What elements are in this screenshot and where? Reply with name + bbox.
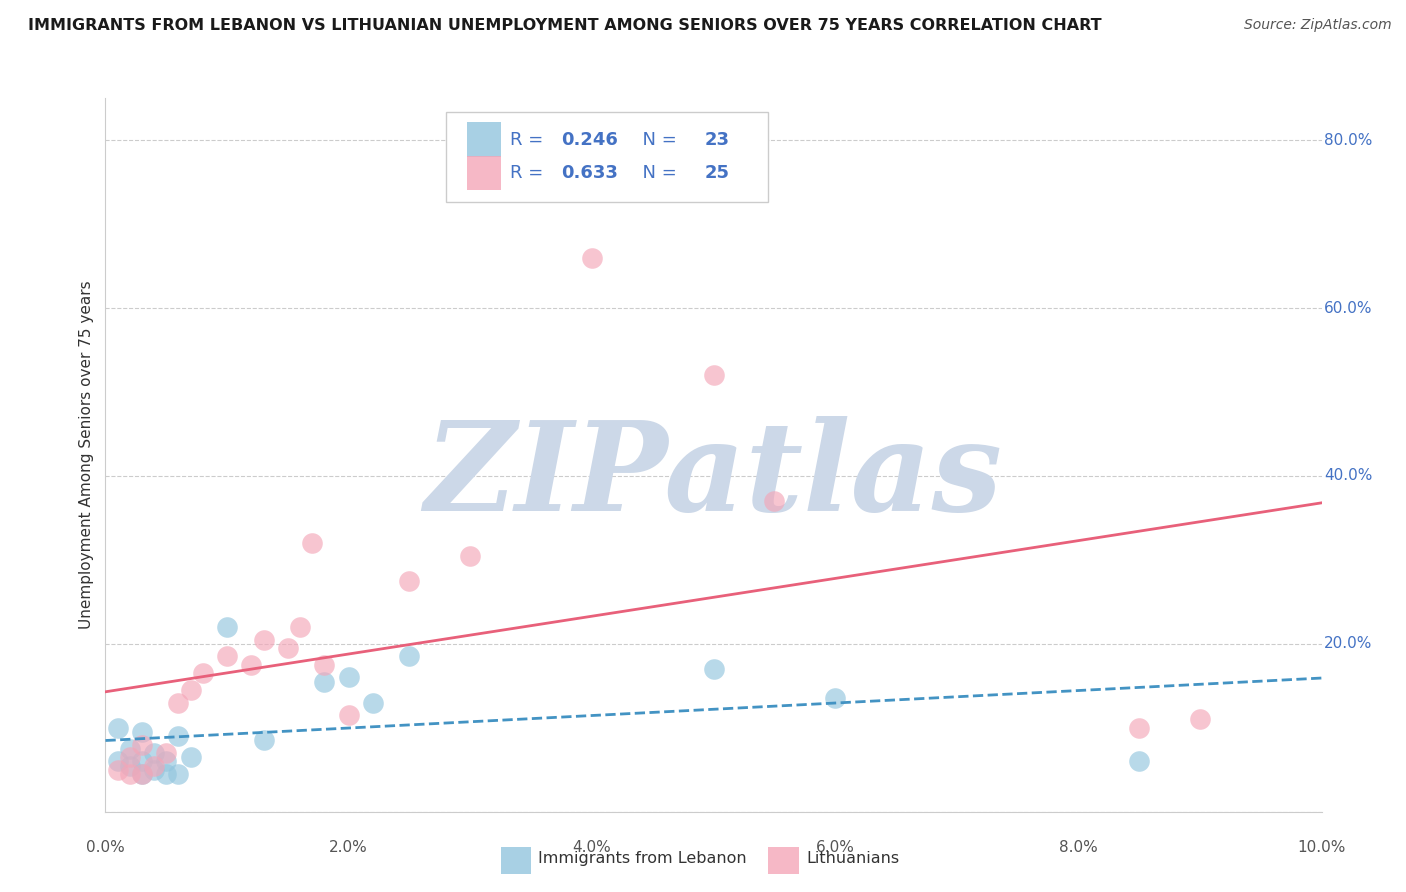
- Point: [581, 251, 603, 265]
- FancyBboxPatch shape: [467, 122, 501, 157]
- Point: [131, 755, 153, 769]
- Text: R =: R =: [510, 130, 550, 148]
- Point: [1128, 721, 1150, 735]
- Point: [288, 620, 311, 634]
- Text: 40.0%: 40.0%: [1324, 468, 1372, 483]
- Text: 2.0%: 2.0%: [329, 840, 368, 855]
- Point: [180, 750, 202, 764]
- Text: 6.0%: 6.0%: [815, 840, 855, 855]
- Point: [107, 763, 129, 777]
- Text: Source: ZipAtlas.com: Source: ZipAtlas.com: [1244, 18, 1392, 32]
- Text: 80.0%: 80.0%: [1324, 133, 1372, 147]
- Point: [1188, 712, 1211, 726]
- Text: 60.0%: 60.0%: [1324, 301, 1372, 316]
- Point: [155, 746, 177, 760]
- Text: 0.633: 0.633: [561, 164, 619, 182]
- Y-axis label: Unemployment Among Seniors over 75 years: Unemployment Among Seniors over 75 years: [79, 281, 94, 629]
- Text: 23: 23: [704, 130, 730, 148]
- Point: [155, 767, 177, 781]
- Point: [131, 725, 153, 739]
- Point: [314, 674, 336, 689]
- Point: [167, 767, 190, 781]
- Point: [398, 649, 420, 664]
- Point: [191, 666, 214, 681]
- Text: 0.0%: 0.0%: [86, 840, 125, 855]
- Point: [252, 632, 274, 647]
- Text: 25: 25: [704, 164, 730, 182]
- FancyBboxPatch shape: [768, 847, 799, 874]
- Text: N =: N =: [631, 164, 682, 182]
- Point: [217, 649, 239, 664]
- Point: [143, 763, 166, 777]
- Point: [180, 683, 202, 698]
- Point: [398, 574, 420, 588]
- Point: [252, 733, 274, 747]
- Point: [217, 620, 239, 634]
- FancyBboxPatch shape: [446, 112, 768, 202]
- Point: [155, 755, 177, 769]
- Text: N =: N =: [631, 130, 682, 148]
- Point: [167, 696, 190, 710]
- Point: [131, 738, 153, 752]
- Point: [361, 696, 384, 710]
- Point: [1128, 755, 1150, 769]
- Point: [118, 767, 141, 781]
- Text: Immigrants from Lebanon: Immigrants from Lebanon: [538, 851, 747, 865]
- FancyBboxPatch shape: [501, 847, 531, 874]
- Text: 0.246: 0.246: [561, 130, 619, 148]
- Point: [763, 494, 786, 508]
- Point: [107, 755, 129, 769]
- Point: [131, 767, 153, 781]
- FancyBboxPatch shape: [467, 156, 501, 190]
- Text: 10.0%: 10.0%: [1298, 840, 1346, 855]
- Point: [143, 746, 166, 760]
- Point: [824, 691, 846, 706]
- Point: [337, 708, 360, 723]
- Point: [301, 536, 323, 550]
- Point: [118, 750, 141, 764]
- Text: IMMIGRANTS FROM LEBANON VS LITHUANIAN UNEMPLOYMENT AMONG SENIORS OVER 75 YEARS C: IMMIGRANTS FROM LEBANON VS LITHUANIAN UN…: [28, 18, 1102, 33]
- Point: [277, 640, 299, 655]
- Text: 4.0%: 4.0%: [572, 840, 612, 855]
- Point: [143, 758, 166, 772]
- Point: [314, 657, 336, 672]
- Point: [107, 721, 129, 735]
- Point: [702, 662, 725, 676]
- Point: [337, 670, 360, 684]
- Point: [118, 741, 141, 756]
- Point: [131, 767, 153, 781]
- Point: [118, 758, 141, 772]
- Text: ZIPatlas: ZIPatlas: [425, 416, 1002, 537]
- Point: [458, 549, 481, 563]
- Point: [702, 368, 725, 383]
- Text: 20.0%: 20.0%: [1324, 636, 1372, 651]
- Text: Lithuanians: Lithuanians: [806, 851, 898, 865]
- Point: [167, 729, 190, 743]
- Point: [240, 657, 263, 672]
- Text: 8.0%: 8.0%: [1059, 840, 1098, 855]
- Text: R =: R =: [510, 164, 550, 182]
